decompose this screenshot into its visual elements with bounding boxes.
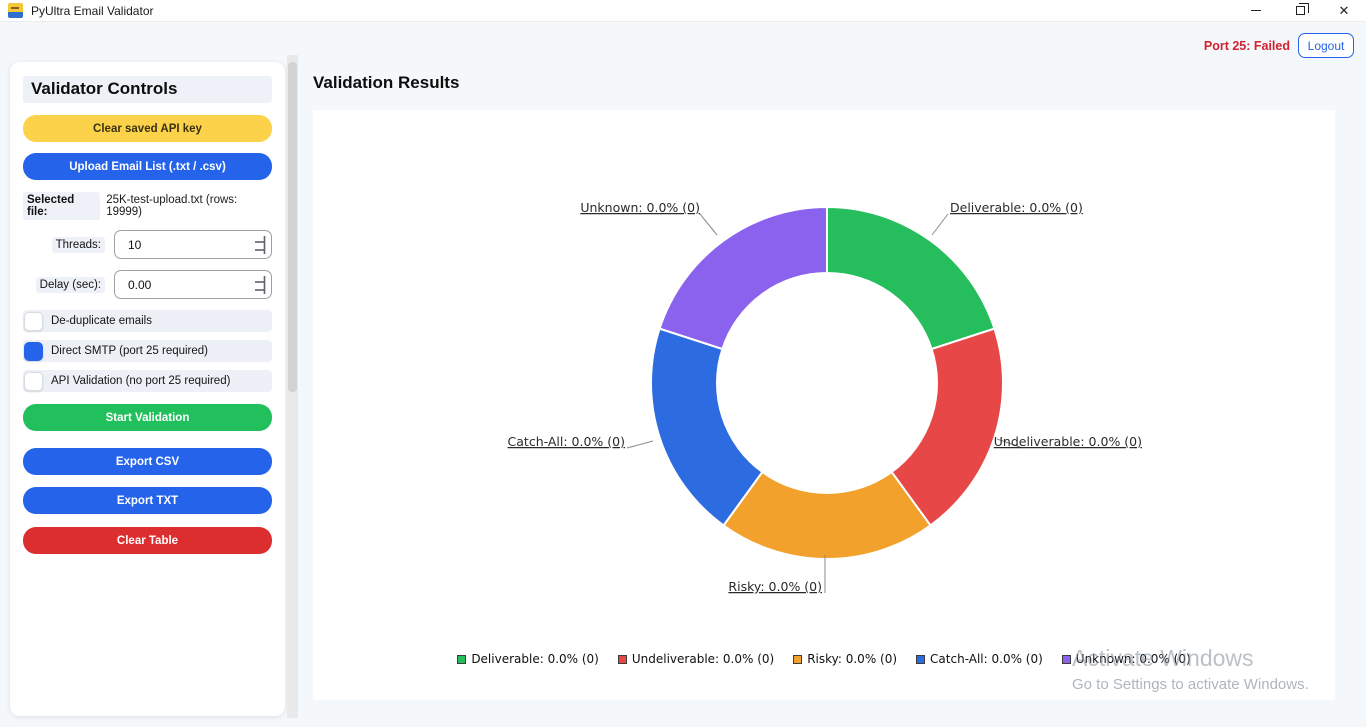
legend-item-risky: Risky: 0.0% (0)	[793, 652, 897, 666]
window-title: PyUltra Email Validator	[31, 3, 154, 18]
legend-swatch	[617, 654, 627, 664]
close-icon: ✕	[1338, 3, 1350, 18]
slice-label-catch-all: Catch-All: 0.0% (0)	[508, 434, 625, 449]
donut-slice-risky	[722, 470, 932, 560]
slice-label-deliverable: Deliverable: 0.0% (0)	[950, 200, 1083, 215]
restore-icon	[1295, 3, 1309, 15]
api-validation-checkbox[interactable]	[24, 371, 43, 391]
legend-item-deliverable: Deliverable: 0.0% (0)	[457, 652, 599, 666]
legend-swatch	[916, 654, 926, 664]
close-button[interactable]: ✕	[1322, 0, 1366, 22]
export-txt-button[interactable]: Export TXT	[23, 487, 272, 514]
legend-swatch	[1061, 654, 1071, 664]
api-validation-option-row: API Validation (no port 25 required)	[23, 370, 272, 392]
dedupe-option-row: De-duplicate emails	[23, 310, 272, 332]
donut-slice-undeliverable	[890, 327, 1004, 527]
donut-slice-deliverable	[826, 205, 996, 351]
dedupe-label: De-duplicate emails	[51, 315, 152, 327]
delay-stepper[interactable]	[249, 271, 271, 298]
minimize-icon	[1251, 10, 1261, 11]
page-title: Validation Results	[313, 73, 460, 92]
dedupe-checkbox[interactable]	[24, 311, 43, 331]
title-bar: PyUltra Email Validator ✕	[0, 0, 1366, 22]
maximize-button[interactable]	[1278, 0, 1322, 22]
sidebar-scrollbar-thumb[interactable]	[288, 62, 297, 392]
sidebar-title: Validator Controls	[23, 76, 272, 103]
validator-controls-panel: Validator Controls Clear saved API key U…	[10, 62, 285, 716]
slice-labels: Deliverable: 0.0% (0) Undeliverable: 0.0…	[508, 200, 1142, 594]
selected-file-value: 25K-test-upload.txt (rows: 19999)	[106, 194, 238, 218]
logout-button[interactable]: Logout	[1298, 33, 1354, 58]
threads-stepper[interactable]	[249, 231, 271, 258]
delay-label: Delay (sec):	[35, 276, 105, 293]
chart-legend: Deliverable: 0.0% (0) Undeliverable: 0.0…	[313, 652, 1335, 666]
minimize-button[interactable]	[1234, 0, 1278, 22]
direct-smtp-checkbox[interactable]	[24, 341, 43, 361]
port-status-text: Port 25: Failed	[1203, 39, 1290, 53]
threads-spinbox[interactable]: 10	[114, 230, 272, 259]
delay-value[interactable]: 0.00	[128, 277, 152, 292]
legend-item-unknown: Unknown: 0.0% (0)	[1061, 652, 1191, 666]
upload-email-list-button[interactable]: Upload Email List (.txt / .csv)	[23, 153, 272, 180]
clear-table-button[interactable]: Clear Table	[23, 527, 272, 554]
direct-smtp-label: Direct SMTP (port 25 required)	[51, 345, 209, 357]
donut-slice-unknown	[658, 205, 828, 351]
export-csv-button[interactable]: Export CSV	[23, 448, 272, 475]
results-chart-card: Deliverable: 0.0% (0) Undeliverable: 0.0…	[313, 110, 1335, 700]
sidebar-scrollbar-track[interactable]	[287, 55, 298, 718]
clear-api-key-button[interactable]: Clear saved API key	[23, 115, 272, 142]
direct-smtp-option-row: Direct SMTP (port 25 required)	[23, 340, 272, 362]
donut-slice-catch-all	[650, 327, 764, 527]
legend-item-undeliverable: Undeliverable: 0.0% (0)	[617, 652, 774, 666]
app-icon	[8, 3, 23, 18]
slice-label-unknown: Unknown: 0.0% (0)	[580, 200, 700, 215]
threads-value[interactable]: 10	[128, 237, 142, 252]
selected-file-label: Selected file:	[23, 192, 101, 220]
delay-spinbox[interactable]: 0.00	[114, 270, 272, 299]
selected-file-row: Selected file: 25K-test-upload.txt (rows…	[23, 192, 272, 220]
legend-item-catch-all: Catch-All: 0.0% (0)	[916, 652, 1043, 666]
label-leader-lines	[626, 213, 1024, 593]
start-validation-button[interactable]: Start Validation	[23, 404, 272, 431]
threads-label: Threads:	[51, 236, 105, 253]
donut-chart: Deliverable: 0.0% (0) Undeliverable: 0.0…	[508, 200, 1142, 594]
legend-swatch	[793, 654, 803, 664]
api-validation-label: API Validation (no port 25 required)	[51, 375, 231, 387]
legend-swatch	[457, 654, 467, 664]
stepper-icon	[255, 275, 266, 294]
stepper-icon	[255, 235, 266, 254]
donut-slices	[650, 205, 1004, 560]
slice-label-risky: Risky: 0.0% (0)	[728, 579, 822, 594]
slice-label-undeliverable: Undeliverable: 0.0% (0)	[994, 434, 1142, 449]
